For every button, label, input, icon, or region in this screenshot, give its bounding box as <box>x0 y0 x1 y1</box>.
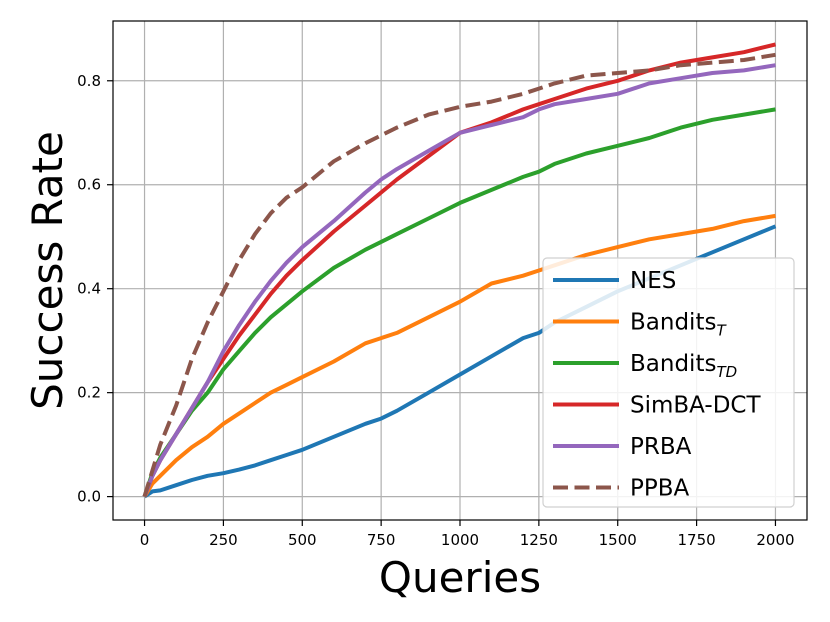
y-tick-label: 0.2 <box>77 384 101 402</box>
legend-box <box>542 257 795 508</box>
legend-label: PPBA <box>630 476 690 502</box>
legend-label-main: NES <box>630 268 676 294</box>
y-tick-label: 0.8 <box>77 72 101 90</box>
x-tick-label: 1000 <box>441 531 479 549</box>
series-layer <box>142 42 777 499</box>
legend-label-main: SimBA-DCT <box>630 393 761 419</box>
x-tick-label: 250 <box>209 531 238 549</box>
legend-label: BanditsTD <box>630 351 737 381</box>
series-line-bandits-t <box>142 213 776 498</box>
legend-label: NES <box>630 268 676 294</box>
x-tick-label: 500 <box>288 531 317 549</box>
legend-label-subscript: TD <box>716 363 737 381</box>
y-tick-label: 0.6 <box>77 176 101 194</box>
x-tick-label: 0 <box>140 531 150 549</box>
legend-label-main: Bandits <box>630 351 716 377</box>
legend-label-subscript: T <box>716 322 727 340</box>
legend-label-main: PRBA <box>630 434 692 460</box>
x-tick-label: 1250 <box>520 531 558 549</box>
x-tick-label: 750 <box>367 531 396 549</box>
x-tick-label: 2000 <box>756 531 794 549</box>
legend-label-main: Bandits <box>630 310 716 336</box>
y-tick-label: 0.4 <box>77 280 101 298</box>
legend-label-main: PPBA <box>630 476 690 502</box>
legend-label: PRBA <box>630 434 692 460</box>
legend-label: SimBA-DCT <box>630 393 761 419</box>
y-axis-ticks: 0.0 0.2 0.4 0.6 0.8 <box>77 72 113 506</box>
series-line-bandits-td <box>142 107 776 498</box>
legend-label: BanditsT <box>630 310 727 340</box>
series-line-prba <box>142 63 776 498</box>
y-axis-title: Success Rate <box>23 131 72 410</box>
x-axis-title: Queries <box>379 553 541 602</box>
y-tick-label: 0.0 <box>77 488 101 506</box>
x-tick-label: 1500 <box>599 531 637 549</box>
series-line-ppba <box>142 52 776 498</box>
x-axis-ticks: 0 250 500 750 1000 1250 1500 1750 2000 <box>140 520 795 549</box>
x-tick-label: 1750 <box>677 531 715 549</box>
